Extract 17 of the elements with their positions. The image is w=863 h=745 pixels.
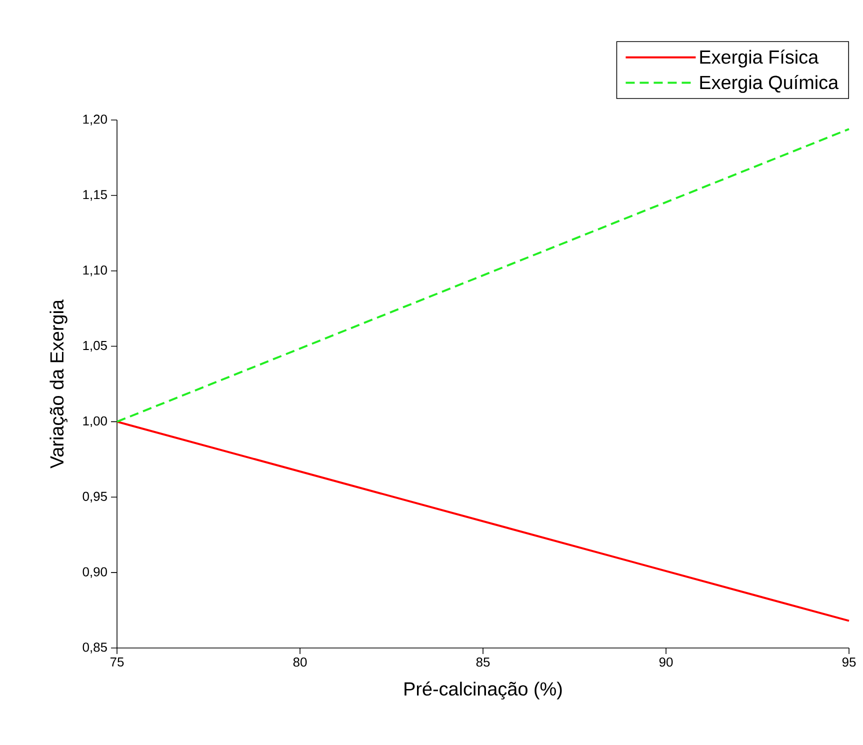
y-tick-label: 1,10 [83,265,107,276]
y-axis-title: Variação da Exergia [50,299,68,468]
x-tick-label: 90 [659,658,673,667]
y-tick-label: 0,90 [82,567,107,578]
legend-label: Exergia Química [700,75,839,93]
x-tick-label: 85 [476,658,490,667]
legend-label: Exergia Física [700,50,819,68]
y-tick-label: 1,15 [83,190,107,201]
y-tick-label: 1,20 [83,114,107,126]
y-tick-label: 0,85 [82,642,107,654]
x-tick-label: 75 [110,658,124,667]
x-tick-label: 80 [293,658,307,667]
y-tick-label: 1,05 [83,340,107,352]
y-tick-label: 1,00 [83,416,107,428]
x-axis-title: Pré-calcinação (%) [404,682,562,700]
x-tick-label: 95 [842,658,856,667]
y-tick-label: 0,95 [82,492,107,502]
